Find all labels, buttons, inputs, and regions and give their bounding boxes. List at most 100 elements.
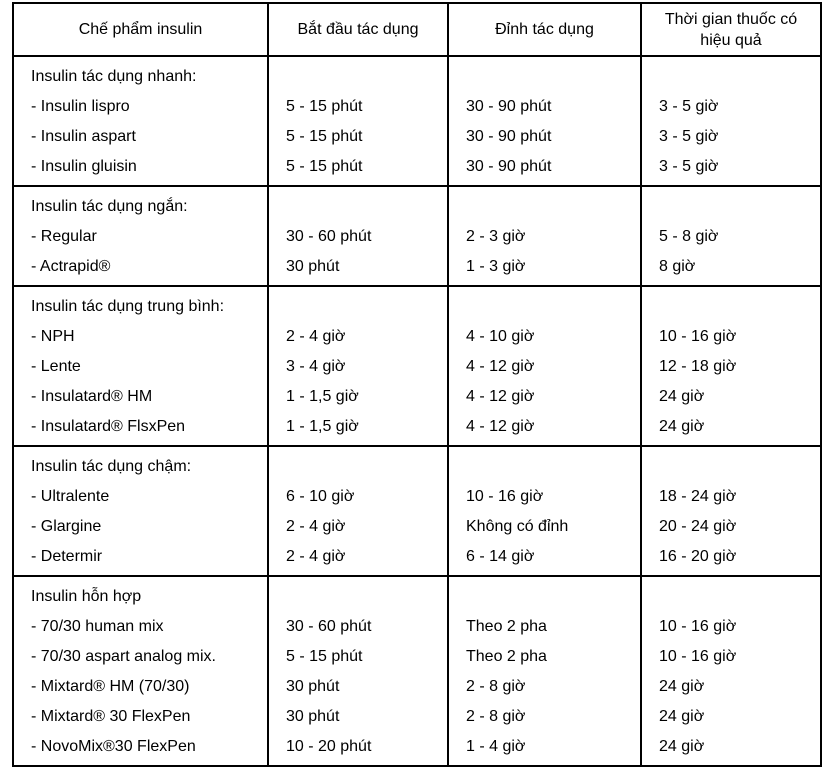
product-value: - Insulatard® HM	[31, 388, 153, 405]
onset-value: 6 - 10 giờ	[286, 488, 355, 505]
section-title: Insulin tác dụng ngắn:	[31, 198, 188, 215]
header-row: Chế phẩm insulin Bắt đầu tác dụng Đỉnh t…	[12, 2, 822, 57]
empty-line	[269, 62, 447, 92]
section-cell-onset: 30 - 60 phút 5 - 15 phút 30 phút 30 phút 10 …	[267, 575, 449, 767]
insulin-table: Chế phẩm insulin Bắt đầu tác dụng Đỉnh t…	[12, 2, 822, 767]
empty-line	[642, 62, 820, 92]
peak-value: 1 - 4 giờ	[466, 738, 526, 755]
peak-value: 1 - 3 giờ	[466, 258, 526, 275]
section-row: Insulin tác dụng nhanh: - Insulin lispro -…	[12, 55, 822, 187]
peak-value: 6 - 14 giờ	[466, 548, 535, 565]
peak-value: 4 - 12 giờ	[466, 358, 535, 375]
duration-value: 3 - 5 giờ	[659, 158, 719, 175]
section-title: Insulin tác dụng trung bình:	[31, 298, 225, 315]
empty-line	[642, 292, 820, 322]
duration-value: 5 - 8 giờ	[659, 228, 719, 245]
header-product: Chế phẩm insulin	[12, 2, 269, 57]
onset-value: 5 - 15 phút	[286, 158, 363, 175]
header-peak: Đỉnh tác dụng	[447, 2, 642, 57]
onset-value: 1 - 1,5 giờ	[286, 388, 359, 405]
peak-value: 2 - 8 giờ	[466, 708, 526, 725]
peak-value: 30 - 90 phút	[466, 158, 552, 175]
duration-value: 10 - 16 giờ	[659, 648, 737, 665]
section-cell-onset: 30 - 60 phút 30 phút	[267, 185, 449, 287]
duration-value: 24 giờ	[659, 388, 705, 405]
onset-value: 30 phút	[286, 708, 340, 725]
onset-value: 3 - 4 giờ	[286, 358, 346, 375]
section-cell-peak: 4 - 10 giờ 4 - 12 giờ 4 - 12 giờ 4 - 12 giờ	[447, 285, 642, 447]
empty-line	[269, 452, 447, 482]
section-cell-duration: 10 - 16 giờ 12 - 18 giờ 24 giờ 24 giờ	[640, 285, 822, 447]
empty-line	[449, 582, 640, 612]
product-value: - Regular	[31, 228, 97, 245]
onset-value: 30 - 60 phút	[286, 228, 372, 245]
product-value: - Insulatard® FlsxPen	[31, 418, 186, 435]
section-row: Insulin tác dụng ngắn: - Regular - Actrapi…	[12, 185, 822, 287]
empty-line	[269, 292, 447, 322]
onset-value: 30 phút	[286, 258, 340, 275]
section-cell-peak: 30 - 90 phút 30 - 90 phút 30 - 90 phút	[447, 55, 642, 187]
product-value: - NovoMix®30 FlexPen	[31, 738, 196, 755]
product-value: - Insulin lispro	[31, 98, 130, 115]
section-cell-product: Insulin tác dụng ngắn: - Regular - Actrapi…	[12, 185, 269, 287]
section-row: Insulin tác dụng chậm: - Ultralente - Glar…	[12, 445, 822, 577]
section-cell-product: Insulin hỗn hợp - 70/30 human mix - 70/30 …	[12, 575, 269, 767]
onset-value: 2 - 4 giờ	[286, 548, 346, 565]
duration-value: 12 - 18 giờ	[659, 358, 737, 375]
onset-value: 5 - 15 phút	[286, 648, 363, 665]
empty-line	[642, 452, 820, 482]
empty-line	[449, 192, 640, 222]
onset-value: 5 - 15 phút	[286, 98, 363, 115]
insulin-table-body: Insulin tác dụng nhanh: - Insulin lispro -…	[12, 55, 822, 767]
duration-value: 24 giờ	[659, 678, 705, 695]
empty-line	[269, 582, 447, 612]
peak-value: 4 - 12 giờ	[466, 388, 535, 405]
product-value: - Ultralente	[31, 488, 110, 505]
product-value: - NPH	[31, 328, 75, 345]
empty-line	[642, 192, 820, 222]
onset-value: 1 - 1,5 giờ	[286, 418, 359, 435]
peak-value: 10 - 16 giờ	[466, 488, 544, 505]
header-duration: Thời gian thuốc có hiệu quả	[640, 2, 822, 57]
onset-value: 10 - 20 phút	[286, 738, 372, 755]
section-cell-peak: 10 - 16 giờ Không có đỉnh 6 - 14 giờ	[447, 445, 642, 577]
duration-value: 8 giờ	[659, 258, 696, 275]
product-value: - Actrapid®	[31, 258, 111, 275]
duration-value: 24 giờ	[659, 708, 705, 725]
duration-value: 3 - 5 giờ	[659, 128, 719, 145]
onset-value: 2 - 4 giờ	[286, 328, 346, 345]
section-title: Insulin hỗn hợp	[31, 588, 142, 605]
duration-value: 3 - 5 giờ	[659, 98, 719, 115]
peak-value: Theo 2 pha	[466, 618, 547, 635]
duration-value: 18 - 24 giờ	[659, 488, 737, 505]
peak-value: Theo 2 pha	[466, 648, 547, 665]
section-cell-onset: 2 - 4 giờ 3 - 4 giờ 1 - 1,5 giờ 1 - 1,5 giờ	[267, 285, 449, 447]
product-value: - Insulin gluisin	[31, 158, 137, 175]
section-title: Insulin tác dụng nhanh:	[31, 68, 197, 85]
empty-line	[449, 292, 640, 322]
empty-line	[642, 582, 820, 612]
section-cell-duration: 18 - 24 giờ 20 - 24 giờ 16 - 20 giờ	[640, 445, 822, 577]
section-title: Insulin tác dụng chậm:	[31, 458, 192, 475]
duration-value: 16 - 20 giờ	[659, 548, 737, 565]
product-value: - Lente	[31, 358, 81, 375]
section-cell-duration: 3 - 5 giờ 3 - 5 giờ 3 - 5 giờ	[640, 55, 822, 187]
duration-value: 10 - 16 giờ	[659, 328, 737, 345]
duration-value: 10 - 16 giờ	[659, 618, 737, 635]
section-row: Insulin tác dụng trung bình: - NPH - Lente…	[12, 285, 822, 447]
insulin-table-header: Chế phẩm insulin Bắt đầu tác dụng Đỉnh t…	[12, 2, 822, 57]
empty-line	[449, 452, 640, 482]
section-row: Insulin hỗn hợp - 70/30 human mix - 70/30 …	[12, 575, 822, 767]
peak-value: 4 - 10 giờ	[466, 328, 535, 345]
section-cell-product: Insulin tác dụng trung bình: - NPH - Lente…	[12, 285, 269, 447]
product-value: - Mixtard® HM (70/30)	[31, 678, 190, 695]
peak-value: 4 - 12 giờ	[466, 418, 535, 435]
empty-line	[269, 192, 447, 222]
onset-value: 30 - 60 phút	[286, 618, 372, 635]
empty-line	[449, 62, 640, 92]
duration-value: 24 giờ	[659, 418, 705, 435]
onset-value: 2 - 4 giờ	[286, 518, 346, 535]
product-value: - 70/30 human mix	[31, 618, 164, 635]
section-cell-duration: 10 - 16 giờ 10 - 16 giờ 24 giờ 24 giờ 24 giờ	[640, 575, 822, 767]
section-cell-product: Insulin tác dụng chậm: - Ultralente - Glar…	[12, 445, 269, 577]
